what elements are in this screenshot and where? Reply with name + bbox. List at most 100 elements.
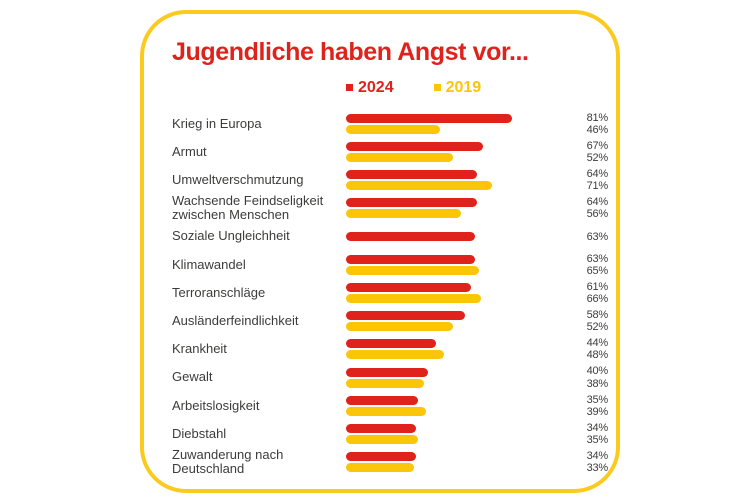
value-2024: 58% <box>586 309 609 322</box>
bar-group <box>346 198 564 219</box>
value-labels: 44% 48% <box>564 337 609 361</box>
bar-2024 <box>346 142 484 152</box>
chart-row: Gewalt 40% 38% <box>172 363 608 391</box>
bar-2024 <box>346 113 513 123</box>
category-label: Zuwanderung nach Deutschland <box>172 446 284 477</box>
value-labels: 63% 65% <box>564 252 609 277</box>
value-labels: 35% 39% <box>564 393 609 418</box>
bar-2019 <box>346 350 445 360</box>
value-labels: 34% 35% <box>564 421 609 446</box>
value-2024: 34% <box>586 450 609 462</box>
bar-2019 <box>346 406 426 416</box>
chart-title: Jugendliche haben Angst vor... <box>172 38 529 66</box>
chart-row: Krankheit 44% 48% <box>172 335 608 363</box>
chart-row: Armut 67% 52% <box>172 138 608 166</box>
legend-item-2024: 2024 <box>346 79 394 97</box>
legend-swatch-2019-icon <box>433 84 441 92</box>
legend-swatch-2024-icon <box>346 84 353 92</box>
bar-2024 <box>346 423 416 433</box>
legend-label-2019: 2019 <box>445 78 482 96</box>
bar-group <box>346 367 564 388</box>
value-labels: 64% 56% <box>564 196 609 221</box>
bar-group <box>346 339 564 360</box>
value-2019: 38% <box>586 377 609 390</box>
category-label: Armut <box>172 143 207 159</box>
value-2019: 65% <box>586 264 609 277</box>
value-2019: 66% <box>586 292 609 305</box>
value-2024: 61% <box>586 280 609 293</box>
bar-2019 <box>346 124 441 134</box>
category-label: Terroranschläge <box>172 284 266 300</box>
value-labels: 63% <box>564 230 609 243</box>
value-2024: 34% <box>586 421 609 434</box>
value-labels: 67% 52% <box>564 139 609 165</box>
bar-2019 <box>346 322 453 332</box>
category-label: Diebstahl <box>172 425 227 441</box>
chart-row: Diebstahl 34% 35% <box>172 420 608 448</box>
value-2019: 56% <box>586 208 609 221</box>
bar-2024 <box>346 198 478 208</box>
bar-2024 <box>346 170 478 180</box>
bar-group <box>346 113 564 134</box>
value-labels: 64% 71% <box>564 168 609 192</box>
value-2019: 52% <box>586 152 609 165</box>
chart-row: Umweltverschmutzung 64% 71% <box>172 166 608 194</box>
bar-2024 <box>346 339 437 349</box>
chart-row: Zuwanderung nach Deutschland 34% 33% <box>172 446 609 477</box>
chart-row: Terroranschläge 61% 66% <box>172 279 608 307</box>
value-2024: 40% <box>586 365 609 378</box>
category-label: Gewalt <box>172 369 213 385</box>
value-2024: 44% <box>586 337 609 350</box>
value-labels: 81% 46% <box>564 112 609 136</box>
chart-row: Klimawandel 63% 65% <box>172 251 608 279</box>
value-2019: 52% <box>586 321 609 334</box>
bar-group <box>346 282 564 303</box>
bar-group <box>346 452 564 473</box>
value-2019: 35% <box>586 433 609 446</box>
category-label: Wachsende Feindseligkeit zwischen Mensch… <box>172 193 324 223</box>
value-labels: 40% 38% <box>564 365 609 390</box>
category-label: Ausländerfeindlichkeit <box>172 313 299 328</box>
value-2024: 64% <box>586 196 609 209</box>
category-label: Klimawandel <box>172 256 246 272</box>
bar-2024 <box>346 452 416 462</box>
bar-2024 <box>346 254 476 264</box>
bar-group <box>346 395 564 416</box>
bar-2019 <box>346 463 414 473</box>
value-labels: 61% 66% <box>564 280 609 305</box>
bar-2024 <box>346 232 476 242</box>
category-label: Umweltverschmutzung <box>172 172 304 188</box>
bar-group <box>346 311 564 332</box>
value-2019: 46% <box>586 123 609 136</box>
value-2024: 64% <box>586 168 609 181</box>
category-label: Soziale Ungleichheit <box>172 228 290 244</box>
bar-2024 <box>346 367 428 377</box>
value-labels: 34% 33% <box>564 450 609 475</box>
chart-row: Wachsende Feindseligkeit zwischen Mensch… <box>172 194 608 222</box>
legend: 2024 2019 <box>346 79 608 97</box>
legend-item-2019: 2019 <box>433 78 482 97</box>
bar-group <box>346 170 564 191</box>
category-label: Krankheit <box>172 341 227 357</box>
value-2024: 63% <box>586 252 609 265</box>
chart-row: Arbeitslosigkeit 35% 39% <box>172 392 608 420</box>
bar-2019 <box>346 434 418 444</box>
chart-row: Krieg in Europa 81% 46% <box>172 110 608 138</box>
bar-2019 <box>346 293 482 303</box>
value-2024: 63% <box>586 230 609 243</box>
bar-2024 <box>346 311 465 321</box>
value-2019: 33% <box>586 462 609 475</box>
chart-row: Soziale Ungleichheit 63% <box>172 223 608 251</box>
value-2024: 35% <box>586 393 609 406</box>
bar-group <box>346 142 564 163</box>
value-2024: 67% <box>586 139 609 152</box>
legend-label-2024: 2024 <box>358 78 394 96</box>
bar-2019 <box>346 209 461 219</box>
bar-chart: Krieg in Europa 81% 46% Armut 67% 52% Umweltve… <box>172 110 608 476</box>
bar-2019 <box>346 265 480 275</box>
bar-2019 <box>346 378 424 388</box>
chart-card: Jugendliche haben Angst vor... 2024 2019… <box>140 10 620 493</box>
chart-row: Ausländerfeindlichkeit 58% 52% <box>172 307 608 335</box>
bar-2024 <box>346 282 472 292</box>
